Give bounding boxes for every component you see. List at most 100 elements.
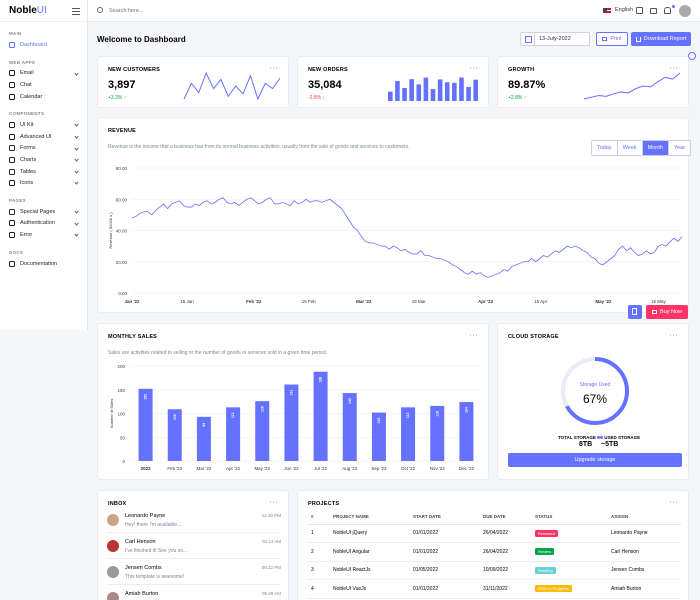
x-tick-label: 15 May <box>651 299 667 304</box>
x-tick-label: Aug '22 <box>342 466 358 471</box>
bar-data-label: 126 <box>260 406 264 412</box>
sidebar-item-label: Dashboard <box>20 41 47 48</box>
mini-bar <box>416 84 422 101</box>
sidebar-item-calendar[interactable]: Calendar <box>0 91 87 103</box>
more-icon[interactable]: ··· <box>669 332 678 339</box>
brand-logo[interactable]: NobleUI <box>0 0 87 22</box>
inbox-preview: This template is awesome! <box>125 574 185 580</box>
range-selector: Today Week Month Year <box>591 140 692 156</box>
date-picker[interactable]: 13-July-2022 <box>520 32 590 46</box>
sidebar-item-email[interactable]: Email <box>0 68 87 80</box>
tab-month[interactable]: Month <box>642 141 669 155</box>
col-header: # <box>307 510 329 525</box>
download-label: Download Report <box>643 36 687 42</box>
x-tick-label: Apr '22 <box>226 466 241 471</box>
bell-icon[interactable] <box>664 7 671 14</box>
sidebar-item-advanced-ui[interactable]: Advanced UI <box>0 131 87 143</box>
settings-gear-icon[interactable] <box>688 52 696 60</box>
sidebar-item-icons[interactable]: Icons <box>0 177 87 189</box>
sales-bar <box>459 402 474 461</box>
search-input[interactable] <box>109 6 209 16</box>
cell-row-number: 2 <box>307 542 329 562</box>
bar-data-label: 102 <box>377 418 381 424</box>
nav-category-main: MAIN <box>9 31 22 36</box>
more-icon[interactable]: ··· <box>469 65 478 72</box>
table-row[interactable]: 3 NobleUI ReactJs 01/05/2022 10/09/2022 Pend… <box>307 561 681 580</box>
cell-start-date: 01/01/2022 <box>409 524 479 543</box>
print-label: Print <box>610 36 622 42</box>
mail-icon <box>9 70 15 77</box>
revenue-series-line <box>131 197 683 278</box>
y-tick-label: 60.00 <box>116 197 128 202</box>
inbox-item[interactable]: Amiah Burton 05.49 AM <box>107 591 281 600</box>
x-tick-label: Nov '22 <box>430 466 446 471</box>
cell-status-badge: Pending <box>531 561 607 580</box>
sidebar-item-charts[interactable]: Charts <box>0 154 87 166</box>
inbox-time: 02.14 AM <box>261 539 281 544</box>
total-storage-value: 8TB <box>579 441 593 448</box>
stat-title: NEW ORDERS <box>308 67 348 73</box>
more-icon[interactable]: ··· <box>269 499 278 506</box>
sidebar-item-documentation[interactable]: Documentation <box>0 258 87 270</box>
table-row[interactable]: 2 NobleUI Angular 01/01/2022 26/04/2022 Revi… <box>307 542 681 562</box>
sales-bar <box>167 409 182 461</box>
mini-bar <box>437 79 443 101</box>
chevron-down-icon <box>74 220 79 226</box>
language-selector[interactable]: English <box>603 7 633 13</box>
table-row[interactable]: 4 NobleUI VueJs 01/01/2022 31/11/2022 Work i… <box>307 579 681 599</box>
sidebar-item-dashboard[interactable]: Dashboard <box>0 39 87 51</box>
table-row[interactable]: 1 NobleUI jQuery 01/01/2022 26/04/2022 Relea… <box>307 524 681 543</box>
upgrade-storage-button[interactable]: Upgrade storage <box>508 453 682 467</box>
inbox-card: INBOX ··· <box>97 490 289 600</box>
more-icon[interactable]: ··· <box>669 65 678 72</box>
storage-percent: 67% <box>582 392 608 406</box>
sidebar-item-tables[interactable]: Tables <box>0 166 87 178</box>
avatar <box>107 566 119 578</box>
sidebar-item-label: UI Kit <box>20 122 34 129</box>
monthly-sales-description: Sales are activities related to selling … <box>108 350 328 356</box>
docs-floating-button[interactable] <box>628 305 642 319</box>
mini-bar <box>430 89 436 101</box>
inbox-sender: Leonardo Payne <box>125 513 166 519</box>
x-tick-label: Jul '22 <box>314 466 327 471</box>
chevron-down-icon <box>74 122 79 127</box>
chat-icon <box>9 81 15 88</box>
sidebar-item-chat[interactable]: Chat <box>0 79 87 91</box>
layout-icon <box>9 168 15 175</box>
more-icon[interactable]: ··· <box>669 499 678 506</box>
tab-year[interactable]: Year <box>668 141 691 155</box>
cell-assignee: Jensen Combs <box>607 561 681 580</box>
sidebar-item-ui-kit[interactable]: UI Kit <box>0 119 87 131</box>
sparkline-series <box>183 71 281 101</box>
sidebar-item-label: Icons <box>20 180 34 187</box>
mail-icon[interactable] <box>650 8 657 14</box>
stat-change: +2.8% ↑ <box>508 95 527 101</box>
sidebar-item-error[interactable]: Error <box>0 229 87 241</box>
used-storage-value: ~5TB <box>601 441 619 448</box>
cloud-off-icon <box>9 231 15 238</box>
chevron-down-icon <box>74 169 79 174</box>
sidebar-item-authentication[interactable]: Authentication <box>0 218 87 230</box>
more-icon[interactable]: ··· <box>469 332 478 339</box>
menu-toggle-icon[interactable] <box>72 8 80 17</box>
sidebar-item-forms[interactable]: Forms <box>0 143 87 155</box>
inbox-time: 12.30 PM <box>261 513 281 518</box>
apps-grid-icon[interactable] <box>636 7 643 14</box>
inbox-item[interactable]: Leonardo Payne Hey! there I'm available.… <box>107 513 281 539</box>
user-avatar[interactable] <box>679 5 691 17</box>
x-tick-label: 15 Jan <box>180 299 194 304</box>
search-icon <box>97 7 103 13</box>
mini-bar <box>402 88 407 101</box>
inbox-item[interactable]: Jensen Combs This template is awesome! 0… <box>107 565 281 591</box>
more-icon[interactable]: ··· <box>269 65 278 72</box>
buy-now-button[interactable]: Buy Now <box>646 305 688 319</box>
sidebar-item-special-pages[interactable]: Special Pages <box>0 206 87 218</box>
tab-week[interactable]: Week <box>617 141 643 155</box>
sidebar-item-label: Authentication <box>20 220 55 227</box>
inbox-item[interactable]: Carl Henson I've finished it! See you so… <box>107 539 281 565</box>
print-button[interactable]: Print <box>596 32 628 46</box>
storage-used-slice <box>561 357 629 425</box>
sidebar-item-label: Forms <box>20 145 36 152</box>
tab-today[interactable]: Today <box>592 141 618 155</box>
download-report-button[interactable]: Download Report <box>631 32 691 46</box>
